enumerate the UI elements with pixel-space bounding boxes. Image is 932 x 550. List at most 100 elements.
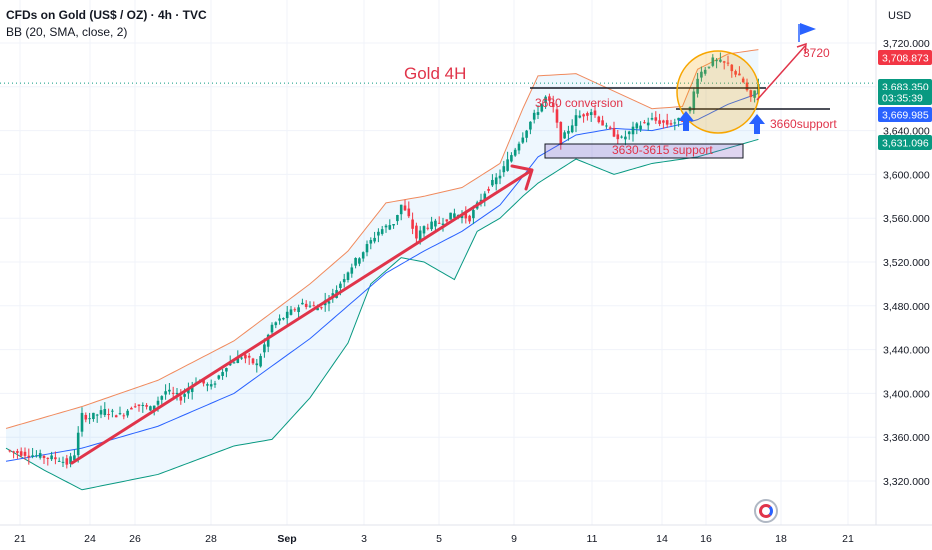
bollinger-upper-line (5, 49, 759, 429)
candle-body (734, 71, 737, 75)
candle-body (111, 410, 114, 412)
candle-body (232, 362, 236, 364)
candle-body (331, 293, 335, 296)
candle-body (605, 125, 608, 127)
price-tag-label: 3,669.985 (882, 110, 929, 122)
y-tick-label: 3,480.000 (883, 301, 930, 313)
candle-body (354, 257, 357, 266)
candle-body (510, 155, 513, 162)
candle-body (513, 149, 517, 156)
blue-up-arrow-icon (749, 114, 765, 134)
candle-body (175, 392, 179, 395)
y-tick-label: 3,360.000 (883, 432, 930, 444)
candle-body (122, 415, 126, 417)
candle-body (320, 307, 323, 309)
candle-body (627, 131, 631, 135)
candle-body (532, 112, 536, 120)
candle-body (468, 215, 471, 222)
candle-body (692, 91, 696, 111)
x-tick-label: 3 (361, 533, 367, 545)
candle-body (460, 215, 464, 219)
x-tick-label: 5 (436, 533, 442, 545)
candle-body (179, 396, 183, 401)
candle-body (753, 90, 756, 98)
candle-body (69, 456, 72, 464)
candle-body (719, 59, 722, 62)
candle-body (483, 193, 487, 200)
support-zone-box (544, 143, 744, 159)
candle-body (141, 404, 145, 406)
candle-body (297, 307, 300, 313)
y-tick-label: 3,320.000 (883, 476, 930, 488)
candle-body (377, 231, 380, 236)
conversion-label: 3680 conversion (535, 96, 623, 110)
candle-body (403, 205, 407, 211)
highlight-circle (676, 50, 760, 134)
candle-body (415, 225, 418, 239)
candle-body (244, 354, 247, 359)
candle-body (350, 267, 354, 274)
candle-body (217, 375, 221, 379)
candle-body (107, 414, 110, 416)
x-tick-label: 26 (129, 533, 141, 545)
candle-body (92, 412, 95, 420)
candle-body (61, 461, 65, 463)
candle-body (521, 137, 525, 143)
candle-body (365, 244, 369, 253)
candle-body (620, 136, 623, 138)
candle-body (12, 451, 15, 453)
candle-body (187, 389, 190, 394)
currency-label[interactable]: USD (888, 10, 912, 22)
candle-body (183, 394, 186, 397)
candle-body (168, 389, 171, 392)
candle-body (589, 112, 593, 116)
candle-body (289, 309, 293, 315)
candle-body (339, 283, 342, 288)
candle-body (449, 212, 452, 220)
candle-body (418, 230, 422, 241)
candle-body (624, 136, 627, 140)
x-tick-label: 16 (700, 533, 712, 545)
candle-body (635, 123, 639, 129)
candle-body (559, 121, 563, 145)
candle-body (137, 404, 141, 407)
candle-body (76, 432, 80, 456)
candle-body (31, 455, 34, 457)
x-tick-label: 9 (511, 533, 517, 545)
candle-body (506, 159, 509, 171)
candle-body (722, 61, 726, 63)
candle-body (563, 132, 566, 139)
candle-body (202, 378, 205, 384)
candle-body (441, 223, 445, 225)
symbol-title: CFDs on Gold (US$ / OZ) · 4h · TVC (6, 8, 207, 22)
y-tick-label: 3,720.000 (883, 38, 930, 50)
candle-body (358, 258, 361, 264)
target-label: 3720 (803, 46, 830, 60)
candle-body (316, 308, 319, 311)
candle-body (669, 123, 673, 125)
candle-body (574, 115, 578, 126)
candle-body (282, 318, 285, 320)
x-tick-label: 24 (84, 533, 96, 545)
candle-body (388, 225, 392, 230)
candle-body (437, 222, 441, 224)
price-tag (878, 107, 932, 122)
support-zone-label: 3630-3615 support (612, 143, 713, 157)
candle-body (285, 311, 289, 319)
candle-body (206, 384, 209, 386)
candle-body (251, 358, 255, 364)
candle-body (99, 410, 103, 415)
candle-body (274, 322, 278, 326)
candle-body (654, 117, 658, 121)
candle-body (361, 252, 365, 259)
candle-body (263, 344, 266, 353)
candle-body (259, 356, 262, 367)
candle-body (696, 78, 699, 94)
candle-body (544, 96, 547, 103)
candle-body (80, 412, 84, 432)
candle-body (665, 120, 669, 125)
candle-body (46, 457, 50, 459)
price-tag (878, 90, 932, 105)
candle-body (434, 220, 437, 227)
